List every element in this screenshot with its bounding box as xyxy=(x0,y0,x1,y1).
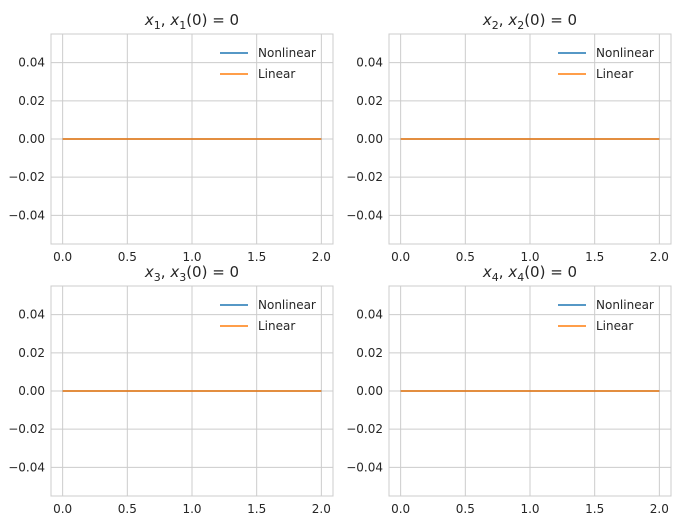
y-tick-label: 0.02 xyxy=(18,346,45,360)
axes-frame xyxy=(50,285,334,497)
y-tick-label: 0.00 xyxy=(18,132,45,146)
legend-label: Linear xyxy=(596,67,633,81)
y-tick-label: −0.04 xyxy=(8,208,45,222)
legend-label: Nonlinear xyxy=(596,298,654,312)
x-tick-label: 1.5 xyxy=(585,502,604,516)
axes-frame xyxy=(388,33,672,245)
y-tick-label: −0.02 xyxy=(8,170,45,184)
legend-label: Nonlinear xyxy=(258,46,316,60)
subplot-2: 0.0 0.5 1.0 1.5 2.0 0.04 0.02 0.00 −0.02 −0.04 Non… xyxy=(346,11,672,264)
legend-label: Linear xyxy=(258,319,295,333)
y-tick-label: −0.04 xyxy=(346,460,383,474)
y-tick-label: 0.00 xyxy=(356,384,383,398)
legend: Nonlinear Linear xyxy=(220,298,316,333)
y-tick-label: 0.04 xyxy=(18,308,45,322)
y-tick-label: 0.02 xyxy=(18,94,45,108)
y-tick-label: −0.04 xyxy=(346,208,383,222)
y-tick-label: 0.00 xyxy=(356,132,383,146)
y-tick-label: 0.04 xyxy=(18,56,45,70)
x-tick-label: 0.0 xyxy=(53,250,72,264)
x-tick-label: 1.5 xyxy=(247,502,266,516)
y-tick-label: 0.04 xyxy=(356,56,383,70)
legend: Nonlinear Linear xyxy=(220,46,316,81)
y-tick-label: 0.04 xyxy=(356,308,383,322)
y-tick-label: −0.02 xyxy=(346,422,383,436)
x-tick-label: 1.5 xyxy=(247,250,266,264)
x-tick-label: 1.0 xyxy=(520,502,539,516)
legend-label: Nonlinear xyxy=(258,298,316,312)
x-tick-label: 2.0 xyxy=(312,250,331,264)
legend-label: Nonlinear xyxy=(596,46,654,60)
legend: Nonlinear Linear xyxy=(558,298,654,333)
y-tick-label: −0.04 xyxy=(8,460,45,474)
x-tick-label: 0.0 xyxy=(391,250,410,264)
x-tick-label: 1.0 xyxy=(182,502,201,516)
axes-frame xyxy=(388,285,672,497)
x-tick-label: 2.0 xyxy=(650,502,669,516)
x-tick-label: 0.5 xyxy=(118,250,137,264)
x-tick-label: 0.0 xyxy=(53,502,72,516)
legend-label: Linear xyxy=(258,67,295,81)
subplot-title: x3, x3(0) = 0 xyxy=(144,263,239,284)
y-tick-label: 0.02 xyxy=(356,94,383,108)
x-tick-label: 0.5 xyxy=(118,502,137,516)
subplot-3: 0.0 0.5 1.0 1.5 2.0 0.04 0.02 0.00 −0.02 −0.04 Non… xyxy=(8,263,334,516)
subplot-title: x2, x2(0) = 0 xyxy=(482,11,577,32)
x-tick-label: 1.0 xyxy=(520,250,539,264)
subplot-1: 0.0 0.5 1.0 1.5 2.0 0.04 0.02 0.00 −0.02 −0.04 Non… xyxy=(8,11,334,264)
subplot-title: x4, x4(0) = 0 xyxy=(482,263,577,284)
legend-label: Linear xyxy=(596,319,633,333)
x-tick-label: 2.0 xyxy=(312,502,331,516)
subplot-4: 0.0 0.5 1.0 1.5 2.0 0.04 0.02 0.00 −0.02 −0.04 Non… xyxy=(346,263,672,516)
y-tick-label: 0.00 xyxy=(18,384,45,398)
x-tick-label: 0.5 xyxy=(456,250,475,264)
x-tick-label: 0.0 xyxy=(391,502,410,516)
axes-frame xyxy=(50,33,334,245)
x-tick-label: 2.0 xyxy=(650,250,669,264)
x-tick-label: 1.5 xyxy=(585,250,604,264)
y-tick-label: 0.02 xyxy=(356,346,383,360)
x-tick-label: 0.5 xyxy=(456,502,475,516)
y-tick-label: −0.02 xyxy=(8,422,45,436)
legend: Nonlinear Linear xyxy=(558,46,654,81)
subplot-title: x1, x1(0) = 0 xyxy=(144,11,239,32)
y-tick-label: −0.02 xyxy=(346,170,383,184)
x-tick-label: 1.0 xyxy=(182,250,201,264)
